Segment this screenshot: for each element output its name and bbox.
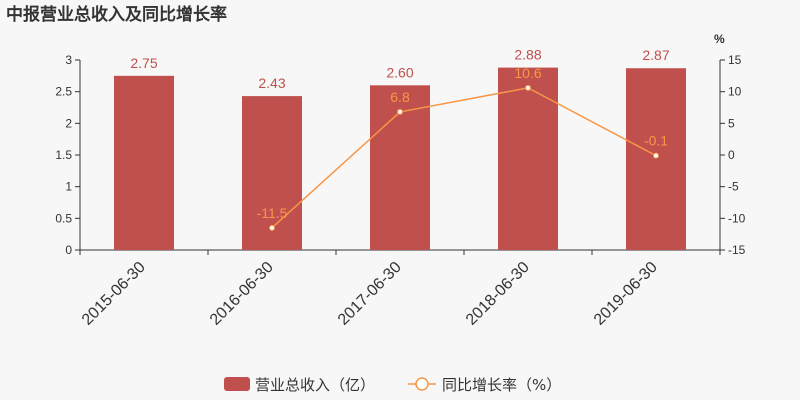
- right-tick-label: 10: [728, 85, 742, 99]
- x-tick-label: 2015-06-30: [79, 259, 149, 329]
- x-tick-label: 2019-06-30: [591, 259, 661, 329]
- bar: [242, 96, 302, 250]
- line-series: [269, 84, 659, 231]
- bar-value-label: 2.88: [514, 47, 541, 63]
- right-tick-label: -15: [728, 243, 746, 257]
- line-value-label: -0.1: [644, 133, 668, 149]
- chart-title: 中报营业总收入及同比增长率: [6, 4, 227, 25]
- x-tick-label: 2017-06-30: [335, 259, 405, 329]
- left-tick-label: 1: [65, 180, 72, 194]
- legend-line-marker: [415, 377, 429, 391]
- bar-value-label: 2.75: [130, 55, 157, 71]
- line-point: [653, 152, 659, 159]
- line-value-label: 6.8: [390, 89, 410, 105]
- legend-line-label: 同比增长率（%）: [442, 376, 561, 394]
- growth-line: [271, 87, 657, 229]
- x-tick-label: 2016-06-30: [207, 259, 277, 329]
- line-point: [269, 224, 275, 231]
- right-tick-label: 5: [728, 116, 735, 130]
- left-tick-label: 0.5: [55, 211, 72, 225]
- line-value-label: -11.5: [257, 205, 288, 221]
- left-tick-label: 0: [65, 243, 72, 257]
- legend[interactable]: 营业总收入（亿） 同比增长率（%）: [224, 376, 561, 394]
- right-tick-label: 15: [728, 53, 742, 67]
- left-tick-label: 2.5: [55, 85, 72, 99]
- legend-bar-label: 营业总收入（亿）: [255, 376, 375, 394]
- bar: [498, 67, 558, 250]
- data-labels: 2.75 2.43 2.60 2.88 2.87 -11.5 6.8 10.6 -0.1: [130, 47, 669, 221]
- left-tick-label: 2: [65, 116, 72, 130]
- right-axis-unit: %: [714, 32, 725, 46]
- x-tick-label: 2018-06-30: [463, 259, 533, 329]
- left-tick-label: 1.5: [55, 148, 72, 162]
- right-tick-label: -5: [728, 180, 739, 194]
- right-tick-label: -10: [728, 211, 746, 225]
- bar: [626, 68, 686, 250]
- bar: [114, 75, 174, 250]
- legend-bar-swatch: [224, 377, 250, 391]
- line-point: [397, 108, 403, 115]
- bar-value-label: 2.87: [642, 47, 669, 63]
- right-tick-label: 0: [728, 148, 735, 162]
- bar-value-label: 2.43: [258, 75, 285, 91]
- bar-value-label: 2.60: [386, 64, 413, 80]
- line-value-label: 10.6: [514, 65, 541, 81]
- line-point: [525, 84, 531, 91]
- left-tick-label: 3: [65, 53, 72, 67]
